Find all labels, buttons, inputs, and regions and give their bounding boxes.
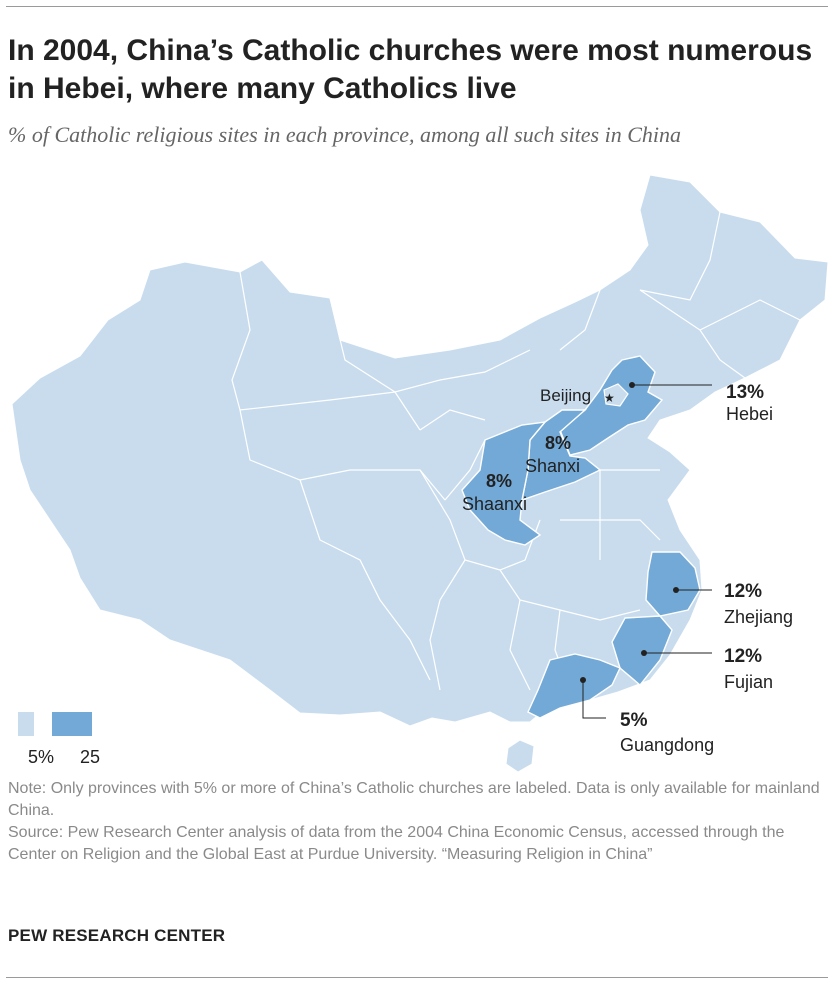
province-border (639, 289, 746, 379)
china-mainland (11, 174, 829, 727)
guangdong-leader-line (582, 680, 606, 719)
hainan-island (505, 739, 535, 773)
region-guangdong (527, 653, 621, 719)
shaanxi-value: 8% (486, 471, 512, 491)
province-border (509, 599, 531, 691)
legend-swatch-high (52, 712, 92, 736)
guangdong-value: 5% (620, 710, 648, 731)
region-hebei (559, 355, 664, 456)
zhejiang-leader-dot (673, 587, 679, 593)
fujian-name: Fujian (724, 672, 773, 692)
province-border (329, 297, 531, 393)
zhejiang-value: 12% (724, 581, 762, 602)
legend-max-label: 25 (80, 747, 101, 767)
region-shaanxi (461, 421, 547, 546)
guangdong-name: Guangdong (620, 735, 714, 755)
province-border (560, 519, 661, 541)
province-border (419, 469, 501, 571)
brand-logo-text: PEW RESEARCH CENTER (8, 926, 226, 945)
shaanxi-name: Shaanxi (462, 494, 527, 514)
fujian-leader-dot (641, 650, 647, 656)
chart-subtitle: % of Catholic religious sites in each pr… (8, 122, 681, 147)
province-border (444, 439, 486, 501)
zhejiang-name: Zhejiang (724, 607, 793, 627)
china-map: ★ Beijing 13% Hebei 8% Shanxi 8% Shaanxi… (11, 174, 829, 773)
footnotes: Note: Only provinces with 5% or more of … (8, 778, 828, 866)
note-text: Note: Only provinces with 5% or more of … (8, 780, 820, 819)
province-border (419, 409, 486, 431)
source-text: Source: Pew Research Center analysis of … (8, 824, 785, 863)
province-border (699, 299, 801, 331)
capital-label: Beijing (540, 386, 591, 405)
hebei-leader-dot (629, 382, 635, 388)
region-zhejiang (645, 551, 701, 617)
province-border (639, 211, 721, 301)
bottom-rule (6, 977, 828, 978)
province-border (299, 479, 431, 681)
province-border (429, 559, 466, 691)
hebei-value: 13% (726, 382, 764, 403)
hebei-name: Hebei (726, 404, 773, 424)
province-border (239, 409, 446, 501)
shanxi-name: Shanxi (525, 456, 580, 476)
guangdong-leader-dot (580, 677, 586, 683)
legend-min-label: 5% (28, 747, 55, 767)
capital-star-icon: ★ (604, 391, 615, 405)
legend-swatch-low (18, 712, 34, 736)
fujian-value: 12% (724, 646, 762, 667)
province-border (559, 289, 601, 351)
region-beijing (603, 383, 629, 407)
top-rule (6, 6, 828, 7)
shanxi-value: 8% (545, 433, 571, 453)
chart-title: In 2004, China’s Catholic churches were … (8, 34, 813, 105)
region-fujian (611, 615, 673, 687)
